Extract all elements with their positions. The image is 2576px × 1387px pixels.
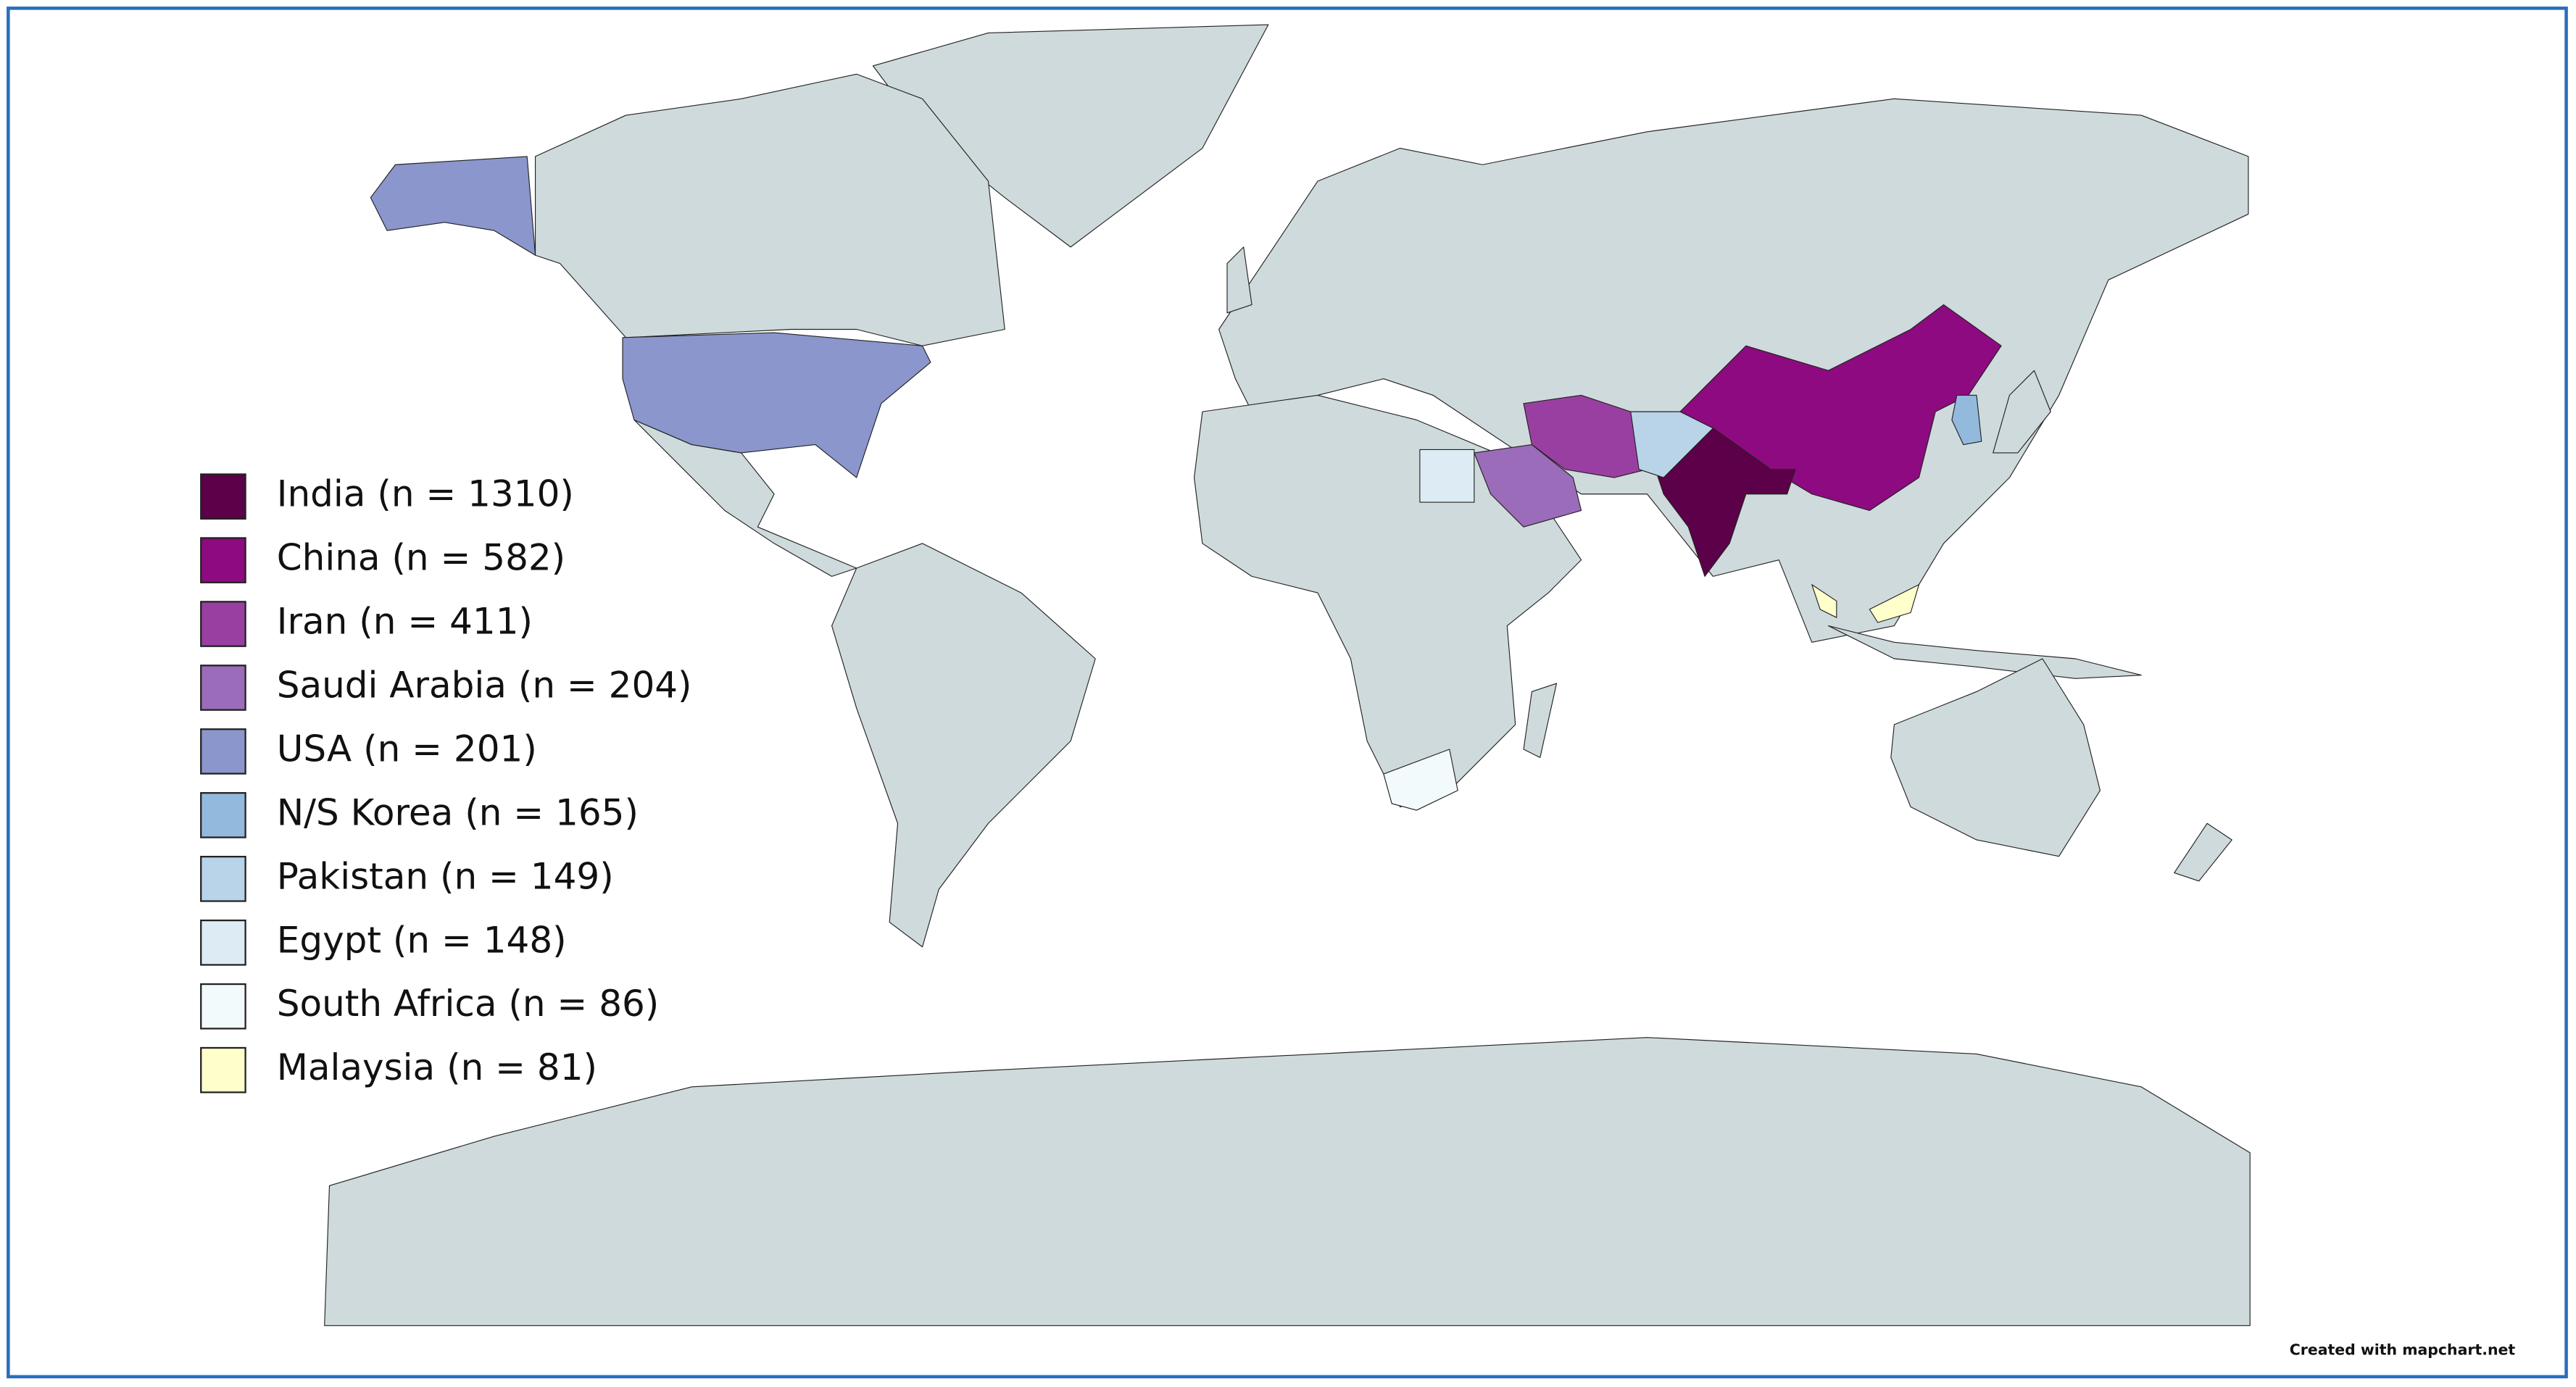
egypt (1419, 449, 1475, 503)
madagascar (1523, 683, 1558, 758)
legend-label: China (n = 582) (277, 537, 565, 579)
legend-swatch (200, 728, 246, 775)
malaysia (1811, 584, 1837, 618)
south-africa (1383, 749, 1458, 811)
legend-label: N/S Korea (n = 165) (277, 791, 639, 833)
india (1655, 428, 1796, 577)
credit: Created with mapchart.net (2290, 1341, 2516, 1358)
antarctica (324, 1037, 2251, 1326)
legend-swatch (200, 473, 246, 520)
legend-label: Pakistan (n = 149) (277, 855, 614, 897)
legend: India (n = 1310) China (n = 582) Iran (n =… (200, 473, 692, 1094)
pakistan (1630, 411, 1713, 478)
legend-label: Egypt (n = 148) (277, 919, 567, 961)
world-map (324, 24, 2251, 1326)
legend-swatch (200, 919, 246, 966)
legend-label: India (n = 1310) (277, 473, 574, 515)
legend-label: Malaysia (n = 81) (277, 1046, 597, 1088)
new-zealand (2174, 822, 2232, 882)
indonesia (1827, 625, 2142, 679)
uk (1226, 246, 1252, 314)
legend-label: South Africa (n = 86) (277, 983, 660, 1025)
legend-swatch (200, 601, 246, 647)
canada (534, 73, 1005, 346)
australia (1890, 658, 2101, 857)
legend-swatch (200, 983, 246, 1030)
korea (1951, 394, 1982, 446)
legend-label: USA (n = 201) (277, 728, 537, 770)
legend-swatch (200, 1046, 246, 1094)
saudi-arabia (1474, 444, 1582, 528)
usa (622, 332, 931, 478)
legend-swatch (200, 665, 246, 711)
legend-label: Saudi Arabia (n = 204) (277, 664, 692, 706)
legend-swatch (200, 537, 246, 583)
legend-swatch (200, 856, 246, 902)
map-content: India (n = 1310) China (n = 582) Iran (n =… (7, 7, 2568, 1379)
usa (370, 156, 536, 256)
legend-swatch (200, 792, 246, 838)
south-america (831, 543, 1096, 948)
legend-label: Iran (n = 411) (277, 601, 533, 643)
japan (1993, 370, 2051, 454)
malaysia (1869, 584, 1920, 623)
